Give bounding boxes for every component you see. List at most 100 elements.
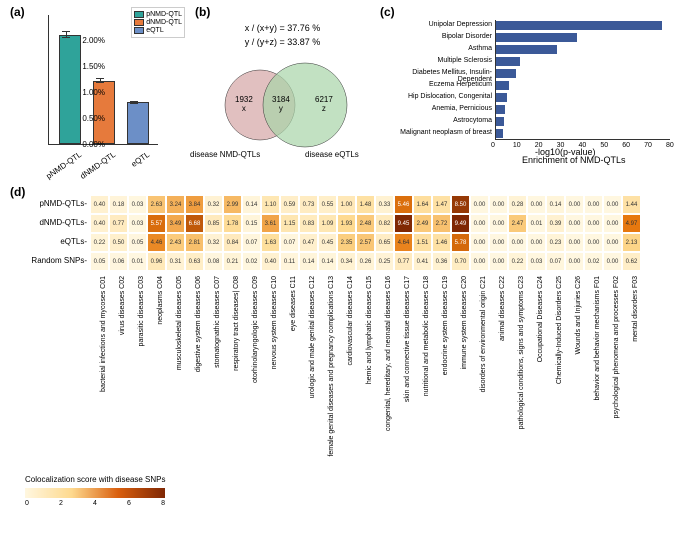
cell-3-12: 0.14 <box>318 252 337 271</box>
cell-3-14: 0.26 <box>356 252 375 271</box>
cell-0-13: 1.00 <box>337 195 356 214</box>
cell-3-9: 0.40 <box>261 252 280 271</box>
cell-1-25: 0.00 <box>565 214 584 233</box>
cell-1-13: 1.93 <box>337 214 356 233</box>
hbar-2 <box>496 45 557 54</box>
cell-2-10: 0.07 <box>280 233 299 252</box>
formula-1: x / (x+y) = 37.76 % <box>195 23 370 33</box>
cell-3-20: 0.00 <box>470 252 489 271</box>
cell-0-26: 0.00 <box>584 195 603 214</box>
col-label-10: eye diseases C11 <box>290 276 297 476</box>
hbar-label-5: Eczema Herpeticum <box>382 81 492 88</box>
cell-1-15: 0.82 <box>375 214 394 233</box>
panel-b-venn: (b) x / (x+y) = 37.76 % y / (y+z) = 33.8… <box>195 5 370 180</box>
cell-2-13: 2.35 <box>337 233 356 252</box>
cell-0-27: 0.00 <box>603 195 622 214</box>
col-label-1: virus diseases C02 <box>119 276 126 476</box>
cell-1-21: 0.00 <box>489 214 508 233</box>
hbar-label-1: Bipolar Disorder <box>382 33 492 40</box>
hbar-label-0: Unipolar Depression <box>382 21 492 28</box>
hbar-label-2: Asthma <box>382 45 492 52</box>
cell-1-24: 0.39 <box>546 214 565 233</box>
cell-1-14: 2.48 <box>356 214 375 233</box>
cell-1-12: 1.09 <box>318 214 337 233</box>
cell-1-8: 0.15 <box>242 214 261 233</box>
col-label-11: urologic and male genital diseases C12 <box>309 276 316 476</box>
panel-c-label: (c) <box>380 5 395 19</box>
col-label-17: nutritional and metabolic diseases C18 <box>423 276 430 476</box>
cell-0-21: 0.00 <box>489 195 508 214</box>
venn-y: 3184 y <box>272 95 290 113</box>
colorbar-ticks: 02468 <box>25 500 165 507</box>
cell-1-20: 0.00 <box>470 214 489 233</box>
cell-1-22: 2.47 <box>508 214 527 233</box>
cell-3-17: 0.41 <box>413 252 432 271</box>
bar-legend: pNMD-QTLdNMD-QTLeQTL <box>131 7 185 38</box>
cell-0-9: 1.10 <box>261 195 280 214</box>
hbar-1 <box>496 33 577 42</box>
cell-3-5: 0.63 <box>185 252 204 271</box>
venn-right-label: disease eQTLs <box>305 150 359 159</box>
cell-2-25: 0.00 <box>565 233 584 252</box>
cell-3-16: 0.77 <box>394 252 413 271</box>
cell-2-22: 0.00 <box>508 233 527 252</box>
hbar-3 <box>496 57 520 66</box>
cell-2-3: 4.46 <box>147 233 166 252</box>
cell-2-23: 0.00 <box>527 233 546 252</box>
cell-2-17: 1.51 <box>413 233 432 252</box>
cell-0-24: 0.14 <box>546 195 565 214</box>
col-label-5: digestive system diseases C06 <box>195 276 202 476</box>
cell-1-23: 0.01 <box>527 214 546 233</box>
panel-b-label: (b) <box>195 5 210 19</box>
cell-1-0: 0.40 <box>90 214 109 233</box>
cell-0-18: 1.47 <box>432 195 451 214</box>
col-label-25: Wounds and Injuries C26 <box>575 276 582 476</box>
cell-2-26: 0.00 <box>584 233 603 252</box>
col-label-9: nervous system diseases C10 <box>271 276 278 476</box>
formula-2: y / (y+z) = 33.87 % <box>195 37 370 47</box>
cell-3-27: 0.00 <box>603 252 622 271</box>
cell-1-19: 9.49 <box>451 214 470 233</box>
col-label-26: behavior and behavior mechanisms F01 <box>594 276 601 476</box>
cell-0-10: 0.59 <box>280 195 299 214</box>
cell-2-15: 0.65 <box>375 233 394 252</box>
col-label-8: otorhinolaryngologic diseases C09 <box>252 276 259 476</box>
col-label-27: psychological phenomena and processes F0… <box>613 276 620 476</box>
col-label-18: endocrine system diseases C19 <box>442 276 449 476</box>
hbar-6 <box>496 93 507 102</box>
col-label-13: cardiovascular diseases C14 <box>347 276 354 476</box>
panel-a-bar-chart: (a) pNMD-QTLdNMD-QTLeQTL 0.00%0.50%1.00%… <box>10 5 180 180</box>
row-label-3: Random SNPs- <box>12 256 87 265</box>
cell-3-3: 0.96 <box>147 252 166 271</box>
cell-3-22: 0.22 <box>508 252 527 271</box>
cell-2-16: 4.64 <box>394 233 413 252</box>
cell-2-27: 0.00 <box>603 233 622 252</box>
hbar-label-3: Multiple Sclerosis <box>382 57 492 64</box>
cell-2-5: 2.81 <box>185 233 204 252</box>
cell-3-24: 0.07 <box>546 252 565 271</box>
col-label-7: respiratory tract diseases| C08 <box>233 276 240 476</box>
col-label-12: female genital diseases and pregnancy co… <box>328 276 335 476</box>
cell-0-4: 3.24 <box>166 195 185 214</box>
cell-0-7: 2.99 <box>223 195 242 214</box>
colorbar: Colocalization score with disease SNPs 0… <box>25 475 205 507</box>
hbar-chart-area <box>495 20 670 140</box>
cell-2-6: 0.32 <box>204 233 223 252</box>
cell-1-26: 0.00 <box>584 214 603 233</box>
cell-0-23: 0.00 <box>527 195 546 214</box>
colorbar-gradient <box>25 488 165 498</box>
cell-3-26: 0.02 <box>584 252 603 271</box>
cell-3-13: 0.34 <box>337 252 356 271</box>
panel-a-label: (a) <box>10 5 25 19</box>
cell-3-11: 0.14 <box>299 252 318 271</box>
hbar-4 <box>496 69 516 78</box>
cell-3-0: 0.05 <box>90 252 109 271</box>
hbar-5 <box>496 81 509 90</box>
cell-2-2: 0.05 <box>128 233 147 252</box>
cell-0-5: 3.84 <box>185 195 204 214</box>
hbar-8 <box>496 117 504 126</box>
cell-2-28: 2.13 <box>622 233 641 252</box>
col-label-16: skin and connective tissue diseases C17 <box>404 276 411 476</box>
colorbar-title: Colocalization score with disease SNPs <box>25 475 205 484</box>
venn-x: 1932 x <box>235 95 253 113</box>
